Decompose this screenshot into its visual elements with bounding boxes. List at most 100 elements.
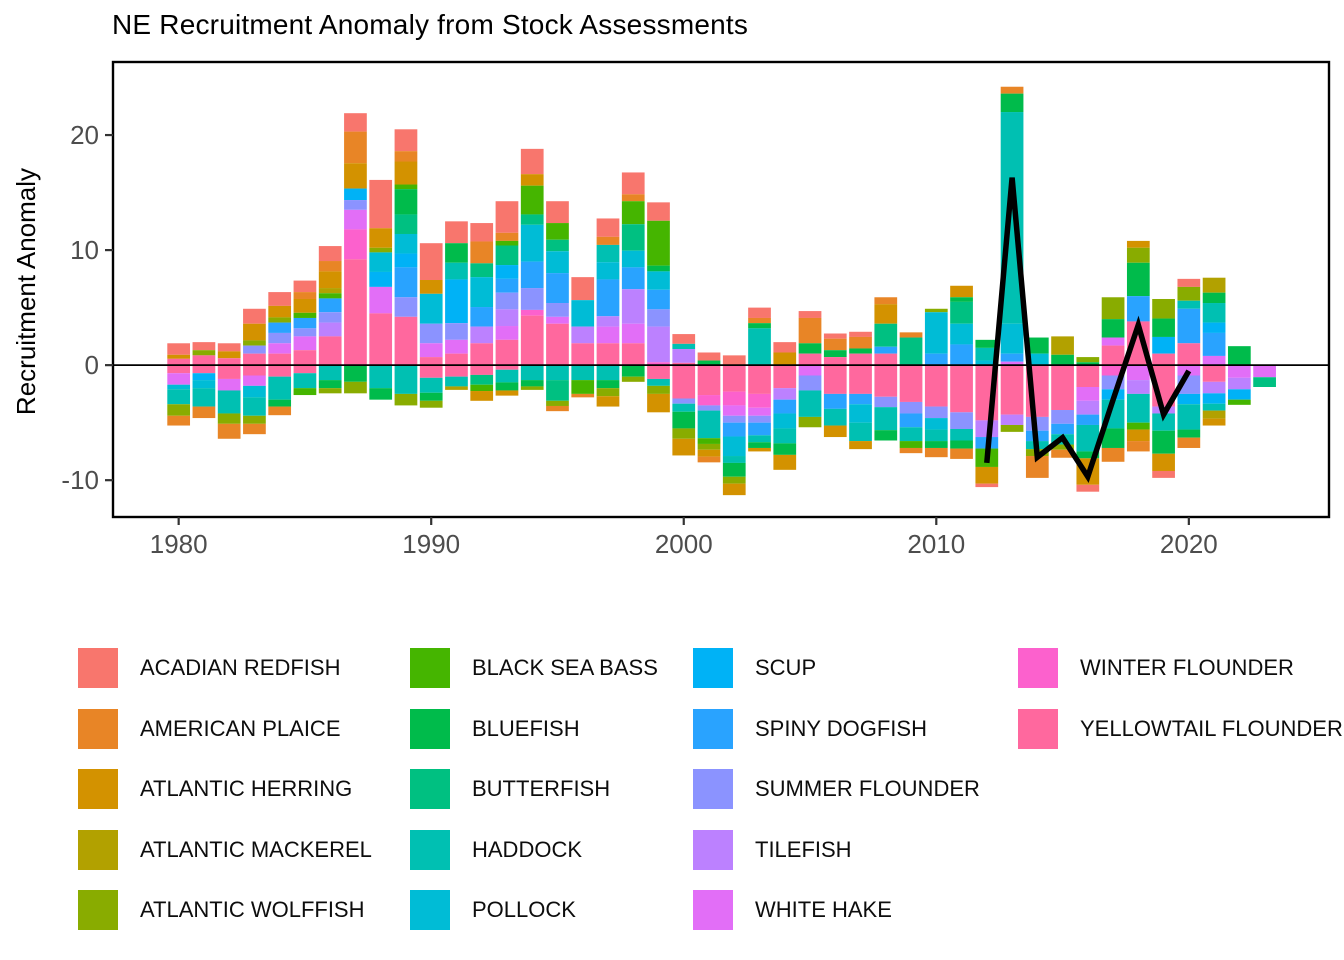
x-tick-label: 2000 — [655, 529, 713, 559]
bar-segment-2021-atlantic-mackerel — [1202, 277, 1226, 293]
bar-segment-2019-bluefish — [1152, 430, 1175, 454]
bar-segment-2020-atlantic-wolffish — [1177, 286, 1201, 301]
bar-segment-1980-acadian-redfish — [167, 343, 191, 355]
bar-segment-1986-atlantic-wolffish — [318, 388, 342, 394]
bar-segment-1990-white-hake — [419, 343, 443, 358]
bar-segment-2015-atlantic-mackerel — [1051, 336, 1074, 355]
bar-segment-1982-white-hake — [217, 378, 241, 391]
legend-swatch — [410, 890, 450, 930]
bar-segment-1985-black-sea-bass — [293, 388, 317, 396]
bar-segment-1996-pollock — [571, 300, 595, 327]
bar-segment-1982-atlantic-wolffish — [217, 413, 241, 424]
bar-segment-2009-american-plaice — [899, 332, 923, 338]
bar-segment-1982-haddock — [217, 390, 241, 414]
bar-segment-1998-american-plaice — [621, 194, 645, 202]
bar-segment-1986-summer-flounder — [318, 312, 342, 323]
bar-segment-2003-haddock — [748, 328, 771, 366]
bar-segment-1989-pollock — [394, 233, 418, 254]
bar-segment-1991-atlantic-mackerel — [445, 386, 468, 390]
bar-segment-2008-american-plaice — [874, 297, 898, 305]
bar-segment-1993-tilefish — [495, 309, 519, 327]
bar-segment-1994-summer-flounder — [520, 288, 544, 310]
bar-segment-1985-white-hake — [293, 336, 317, 351]
bar-segment-2019-scup — [1152, 336, 1175, 354]
bar-segment-2020-american-plaice — [1177, 437, 1201, 448]
bar-segment-2022-tilefish — [1227, 377, 1251, 390]
bar-segment-1981-american-plaice — [192, 406, 216, 419]
bar-segment-2015-spiny-dogfish — [1051, 423, 1074, 435]
legend-label: ATLANTIC WOLFFISH — [140, 897, 365, 922]
legend-label: AMERICAN PLAICE — [140, 715, 341, 741]
bar-segment-1991-haddock — [445, 262, 468, 280]
bar-segment-2005-white-hake — [798, 365, 822, 376]
bar-segment-1988-atlantic-herring — [369, 228, 393, 248]
bar-segment-2000-atlantic-herring — [672, 438, 696, 456]
bar-segment-2006-haddock — [823, 408, 847, 426]
bar-segment-1992-yellowtail-flounder — [470, 365, 494, 375]
bar-segment-2021-spiny-dogfish — [1202, 332, 1226, 356]
y-tick-label: 20 — [70, 120, 99, 150]
bar-segment-2010-pollock — [924, 418, 948, 430]
bar-segment-2021-yellowtail-flounder — [1202, 365, 1226, 382]
bar-segment-1999-atlantic-herring — [647, 393, 670, 413]
x-tick-label: 2010 — [907, 529, 965, 559]
y-tick-label: -10 — [61, 465, 99, 495]
bar-segment-1989-atlantic-wolffish — [394, 393, 418, 406]
bar-segment-2003-haddock — [748, 435, 771, 443]
bar-segment-1983-atlantic-wolffish — [243, 340, 266, 346]
bar-segment-2011-haddock — [950, 428, 973, 441]
bar-segment-2003-summer-flounder — [748, 415, 771, 423]
bar-segment-1997-haddock — [596, 365, 620, 381]
bar-segment-1998-atlantic-wolffish — [621, 376, 645, 382]
bar-segment-1980-atlantic-herring — [167, 354, 191, 359]
bar-segment-1980-yellowtail-flounder — [167, 365, 191, 374]
bar-segment-1999-atlantic-wolffish — [647, 385, 670, 394]
legend-swatch — [693, 708, 733, 749]
bar-segment-1986-spiny-dogfish — [318, 298, 342, 313]
bar-segment-2002-haddock — [722, 456, 746, 463]
bar-segment-1990-atlantic-herring — [419, 280, 443, 294]
legend-label: POLLOCK — [472, 897, 576, 922]
bar-segment-2001-yellowtail-flounder — [697, 365, 721, 396]
bar-segment-1982-american-plaice — [217, 423, 241, 439]
bar-segment-1984-acadian-redfish — [268, 292, 292, 306]
bar-segment-1996-haddock — [571, 365, 595, 381]
bar-segment-2002-white-hake — [722, 405, 746, 416]
panel-border — [111, 60, 1331, 519]
bar-segment-2002-atlantic-herring — [722, 483, 746, 496]
bar-segment-1998-yellowtail-flounder — [621, 343, 645, 366]
legend-label: ACADIAN REDFISH — [140, 655, 341, 680]
bar-segment-2008-haddock — [874, 407, 898, 431]
bar-segment-1997-acadian-redfish — [596, 218, 620, 237]
bar-segment-1995-summer-flounder — [546, 303, 569, 317]
bar-segment-1993-acadian-redfish — [495, 201, 519, 233]
bar-segment-2011-bluefish — [950, 297, 973, 302]
bar-segment-2021-scup — [1202, 322, 1226, 333]
bar-segment-1996-american-plaice — [571, 393, 595, 398]
bar-segment-2020-haddock — [1177, 404, 1201, 430]
bar-segment-2005-haddock — [798, 390, 822, 417]
bar-segment-2001-black-sea-bass — [697, 438, 721, 444]
bar-segment-1997-atlantic-herring — [596, 396, 620, 407]
legend-label: BLUEFISH — [472, 715, 580, 741]
bar-segment-1984-white-hake — [268, 343, 292, 354]
bar-segment-2015-summer-flounder — [1051, 410, 1074, 424]
bar-segment-2013-bluefish — [1000, 93, 1024, 113]
bar-segment-2005-atlantic-wolffish — [798, 416, 822, 428]
legend-swatch — [410, 708, 450, 749]
bar-segment-1987-summer-flounder — [344, 200, 367, 210]
bar-segment-1984-summer-flounder — [268, 332, 292, 344]
bar-segment-2012-haddock — [975, 347, 999, 361]
bar-segment-1995-butterfish — [546, 239, 569, 252]
bar-segment-1984-haddock — [268, 376, 292, 400]
bar-segment-2016-bluefish — [1076, 362, 1100, 366]
bar-segment-1990-bluefish — [419, 392, 443, 401]
bar-segment-1983-yellowtail-flounder — [243, 353, 266, 366]
bar-segment-1992-acadian-redfish — [470, 223, 494, 242]
bar-segment-2005-acadian-redfish — [798, 311, 822, 318]
bar-segment-2021-tilefish — [1202, 381, 1226, 394]
bar-segment-1981-yellowtail-flounder — [192, 365, 216, 374]
bar-segment-2004-yellowtail-flounder — [773, 365, 797, 389]
bar-segment-1995-black-sea-bass — [546, 223, 569, 240]
bar-segment-1987-atlantic-wolffish — [344, 381, 367, 394]
